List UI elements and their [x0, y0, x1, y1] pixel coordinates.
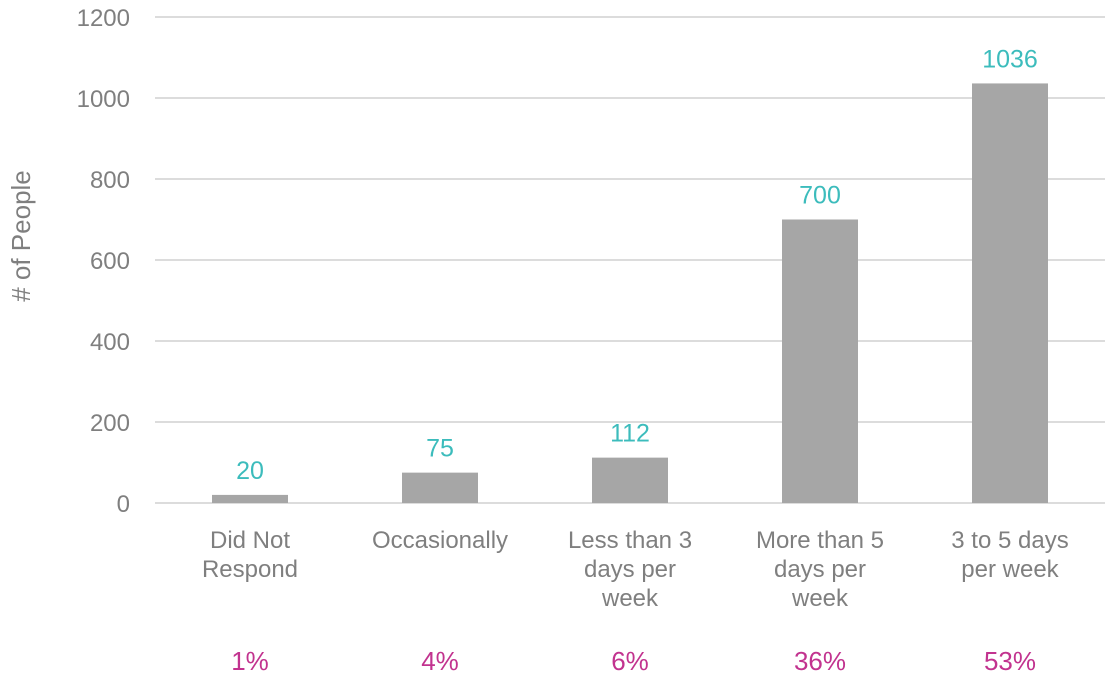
bar: [782, 219, 858, 503]
y-tick-label: 0: [117, 491, 130, 518]
x-category-label-line: Did Not: [210, 527, 290, 554]
y-axis-label: # of People: [6, 170, 36, 302]
y-axis-ticks: 0 200 400 600 800 1000 1200: [77, 5, 130, 518]
x-category-label-line: 3 to 5 days: [951, 527, 1068, 554]
percent-label: 6%: [611, 646, 649, 676]
x-category-label: More than 5 days per week: [756, 527, 884, 612]
percent-label: 4%: [421, 646, 459, 676]
value-labels: 20 75 112 700 1036: [236, 45, 1038, 484]
bar-value-label: 20: [236, 457, 264, 485]
x-category-label-line: week: [601, 585, 659, 612]
x-category-label-line: week: [791, 585, 849, 612]
bar: [972, 83, 1048, 504]
y-tick-label: 1200: [77, 5, 130, 32]
bar: [592, 457, 668, 503]
bar-value-label: 700: [799, 182, 841, 210]
bar: [402, 472, 478, 503]
x-category-label: Did Not Respond: [202, 527, 298, 583]
gridlines: [155, 16, 1105, 504]
x-category-label-line: Respond: [202, 556, 298, 583]
percent-label: 53%: [984, 646, 1036, 676]
y-tick-label: 800: [90, 167, 130, 194]
percent-label: 1%: [231, 646, 269, 676]
bar-value-label: 112: [610, 420, 650, 448]
x-category-label: Less than 3 days per week: [568, 527, 692, 612]
bars: [212, 83, 1048, 504]
x-category-label-line: days per: [584, 556, 676, 583]
x-category-label-line: per week: [961, 556, 1059, 583]
x-category-label-line: More than 5: [756, 527, 884, 554]
x-category-label: 3 to 5 days per week: [951, 527, 1068, 583]
y-tick-label: 600: [90, 248, 130, 275]
y-tick-label: 200: [90, 410, 130, 437]
bar-value-label: 1036: [982, 45, 1038, 73]
x-category-label-line: days per: [774, 556, 866, 583]
x-category-label-line: Occasionally: [372, 527, 508, 554]
y-tick-label: 1000: [77, 86, 130, 113]
bar: [212, 494, 288, 503]
x-category-label-line: Less than 3: [568, 527, 692, 554]
percent-label: 36%: [794, 646, 846, 676]
x-category-label: Occasionally: [372, 527, 508, 554]
percent-labels: 1% 4% 6% 36% 53%: [231, 646, 1036, 676]
bar-value-label: 75: [426, 435, 454, 463]
y-tick-label: 400: [90, 329, 130, 356]
